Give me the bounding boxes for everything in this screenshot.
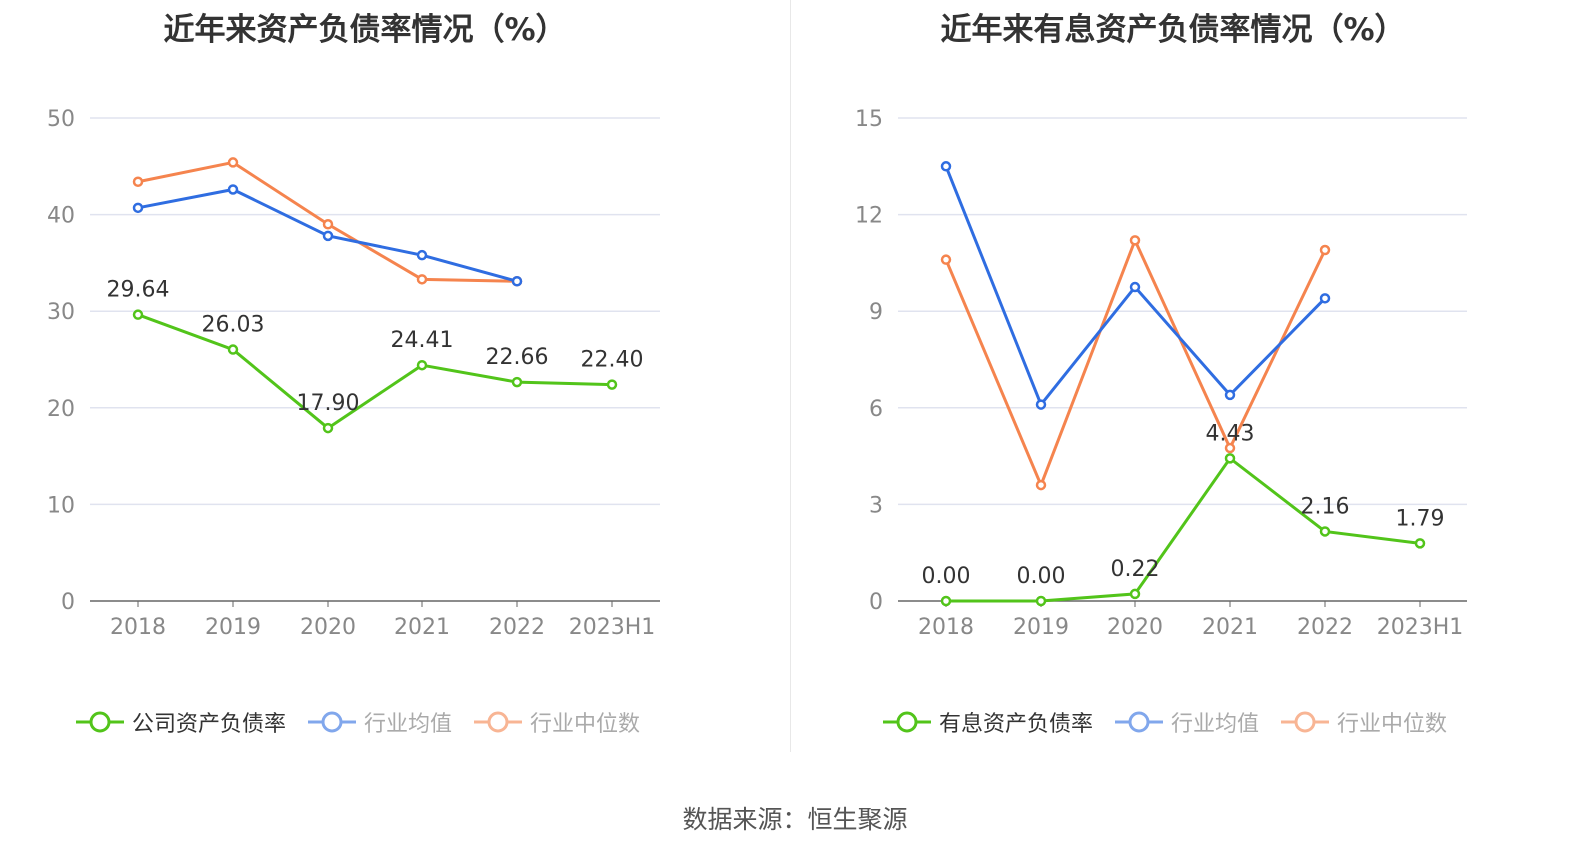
y-tick-label: 50 [47, 107, 75, 132]
y-tick-label: 0 [869, 590, 883, 615]
legend-label: 有息资产负债率 [939, 712, 1094, 737]
divider [790, 0, 791, 752]
y-tick-label: 9 [869, 300, 883, 325]
y-tick-label: 15 [855, 107, 883, 132]
data-point [416, 274, 428, 285]
legend-item[interactable]: 行业中位数 [1281, 706, 1447, 738]
legend-item[interactable]: 行业均值 [1115, 706, 1259, 738]
x-tick-label: 2020 [1107, 615, 1163, 640]
data-point [322, 422, 334, 434]
x-tick-label: 2019 [1013, 615, 1069, 640]
x-tick-label: 2021 [1202, 615, 1258, 640]
data-point [322, 230, 334, 242]
left-legend: 公司资产负债率 行业均值 行业中位数 [76, 706, 662, 738]
legend-marker-icon [1115, 711, 1164, 733]
right-chart-title: 近年来有息资产负债率情况（%） [940, 12, 1406, 48]
data-point [1224, 442, 1236, 454]
data-label: 29.64 [107, 278, 170, 303]
x-tick-label: 2021 [394, 615, 450, 640]
data-label: 22.66 [486, 345, 549, 370]
data-point [1224, 453, 1236, 464]
data-point [511, 376, 523, 388]
data-point [940, 161, 952, 172]
legend-label: 行业中位数 [1337, 712, 1448, 737]
data-label: 22.40 [581, 348, 644, 373]
source-note: 数据来源：恒生聚源 [682, 805, 908, 834]
x-tick-label: 2022 [489, 615, 545, 640]
legend-label: 公司资产负债率 [132, 712, 287, 737]
data-label: 0.22 [1111, 557, 1160, 582]
y-tick-label: 40 [47, 204, 75, 229]
data-point [416, 359, 428, 371]
y-tick-label: 30 [47, 300, 75, 325]
x-tick-label: 2020 [300, 615, 356, 640]
legend-label: 行业均值 [364, 712, 453, 737]
legend-item[interactable]: 公司资产负债率 [76, 706, 286, 738]
data-label: 4.43 [1206, 421, 1255, 446]
left-chart-title: 近年来资产负债率情况（%） [163, 12, 567, 48]
data-point [1035, 595, 1047, 607]
x-tick-label: 2019 [205, 615, 261, 640]
data-point [1319, 526, 1331, 537]
series-line [946, 456, 1421, 603]
y-tick-label: 12 [855, 204, 883, 229]
data-label: 24.41 [391, 328, 454, 353]
y-tick-label: 6 [869, 397, 883, 422]
data-label: 0.00 [1017, 564, 1066, 589]
data-point [227, 184, 239, 195]
data-point [132, 176, 144, 188]
x-tick-label: 2023H1 [569, 615, 656, 640]
data-point [1224, 389, 1236, 401]
data-point [940, 254, 952, 265]
legend-marker-icon [474, 711, 523, 733]
x-tick-label: 2023H1 [1377, 615, 1464, 640]
data-point [1129, 281, 1141, 293]
legend-marker-icon [308, 711, 357, 733]
y-tick-label: 3 [869, 493, 883, 518]
data-point [1129, 235, 1141, 246]
x-tick-label: 2022 [1297, 615, 1353, 640]
data-point [1035, 479, 1047, 491]
data-label: 17.90 [297, 391, 360, 416]
x-tick-label: 2018 [918, 615, 974, 640]
data-point [1319, 293, 1331, 304]
legend-marker-icon [883, 711, 931, 733]
legend-marker-icon [1281, 711, 1330, 733]
legend-item[interactable]: 行业均值 [308, 706, 452, 738]
legend-item[interactable]: 有息资产负债率 [883, 706, 1093, 738]
series-line [137, 313, 613, 430]
data-label: 0.00 [922, 564, 971, 589]
data-label: 2.16 [1301, 494, 1350, 519]
data-point [1129, 588, 1141, 600]
data-point [511, 276, 523, 287]
data-point [1035, 399, 1047, 410]
data-point [416, 249, 428, 261]
y-tick-label: 10 [47, 493, 75, 518]
right-legend: 有息资产负债率 行业均值 行业中位数 [883, 706, 1469, 738]
legend-marker-icon [76, 711, 124, 733]
legend-item[interactable]: 行业中位数 [474, 706, 640, 738]
data-point [940, 595, 952, 607]
data-point [132, 309, 144, 320]
series-line [944, 236, 1327, 490]
data-point [322, 219, 334, 230]
data-point [1414, 538, 1426, 549]
y-tick-label: 20 [47, 397, 75, 422]
data-point [227, 157, 239, 168]
data-point [1319, 244, 1331, 256]
data-point [132, 202, 144, 214]
legend-label: 行业均值 [1171, 712, 1260, 737]
data-point [606, 379, 618, 390]
data-label: 1.79 [1396, 506, 1445, 531]
legend-label: 行业中位数 [530, 712, 641, 737]
x-tick-label: 2018 [110, 615, 166, 640]
data-point [227, 344, 239, 355]
data-label: 26.03 [202, 313, 265, 338]
y-tick-label: 0 [61, 590, 75, 615]
